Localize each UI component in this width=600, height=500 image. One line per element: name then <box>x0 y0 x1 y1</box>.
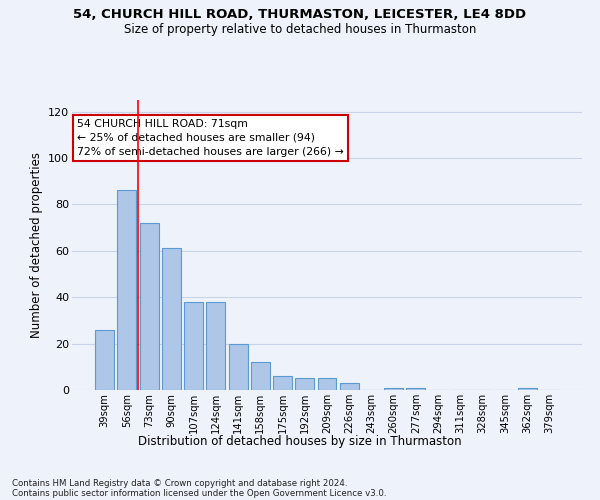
Bar <box>251 362 270 390</box>
Bar <box>140 223 158 390</box>
Text: Contains public sector information licensed under the Open Government Licence v3: Contains public sector information licen… <box>12 488 386 498</box>
Bar <box>118 190 136 390</box>
Text: Size of property relative to detached houses in Thurmaston: Size of property relative to detached ho… <box>124 22 476 36</box>
Text: Distribution of detached houses by size in Thurmaston: Distribution of detached houses by size … <box>138 435 462 448</box>
Bar <box>384 388 403 390</box>
Bar <box>95 330 114 390</box>
Bar <box>518 388 536 390</box>
Text: 54, CHURCH HILL ROAD, THURMASTON, LEICESTER, LE4 8DD: 54, CHURCH HILL ROAD, THURMASTON, LEICES… <box>73 8 527 20</box>
Bar <box>229 344 248 390</box>
Bar <box>184 302 203 390</box>
Y-axis label: Number of detached properties: Number of detached properties <box>29 152 43 338</box>
Bar <box>406 388 425 390</box>
Bar <box>295 378 314 390</box>
Bar <box>206 302 225 390</box>
Bar <box>273 376 292 390</box>
Bar <box>340 383 359 390</box>
Text: 54 CHURCH HILL ROAD: 71sqm
← 25% of detached houses are smaller (94)
72% of semi: 54 CHURCH HILL ROAD: 71sqm ← 25% of deta… <box>77 119 344 157</box>
Bar <box>317 378 337 390</box>
Bar <box>162 248 181 390</box>
Text: Contains HM Land Registry data © Crown copyright and database right 2024.: Contains HM Land Registry data © Crown c… <box>12 478 347 488</box>
